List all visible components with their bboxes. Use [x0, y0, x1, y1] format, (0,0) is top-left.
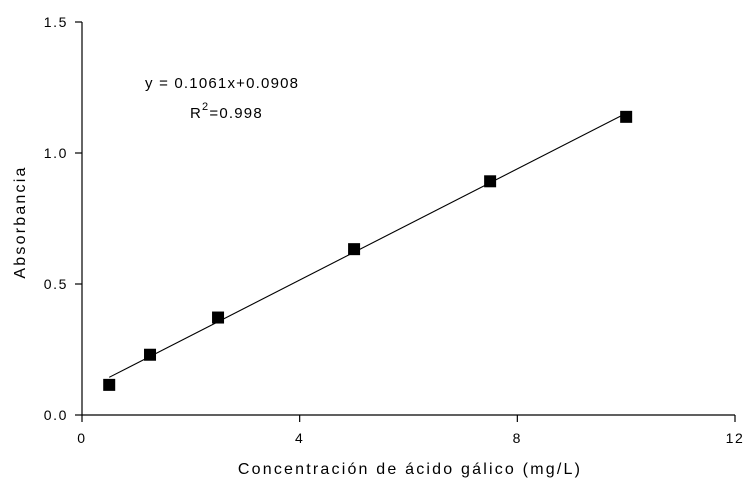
- y-tick-label: 1.0: [44, 145, 68, 161]
- ticks: 0 4 8 12 0.0 0.5 1.0 1.5: [44, 14, 745, 446]
- x-tick-label: 0: [77, 430, 86, 446]
- y-tick-label: 1.5: [44, 14, 68, 30]
- x-tick-label: 4: [295, 430, 304, 446]
- x-tick-label: 12: [726, 430, 745, 446]
- data-point-marker: [103, 378, 116, 391]
- trendline: [108, 112, 627, 378]
- r-squared-label: R2=0.998: [190, 101, 263, 122]
- data-point-marker: [212, 311, 225, 324]
- y-tick-label: 0.5: [44, 276, 68, 292]
- r-squared-value: =0.998: [209, 105, 263, 122]
- data-point-marker: [620, 110, 633, 123]
- x-axis-title: Concentración de ácido gálico (mg/L): [238, 461, 582, 478]
- data-point-marker: [484, 175, 497, 188]
- r-squared-base: R: [190, 105, 202, 122]
- data-points: [103, 110, 633, 391]
- r-squared-exponent: 2: [202, 101, 209, 113]
- x-tick-label: 8: [513, 430, 522, 446]
- equation-label: y = 0.1061x+0.0908: [145, 75, 299, 92]
- data-point-marker: [144, 348, 157, 361]
- trendline-group: [108, 112, 627, 378]
- y-tick-label: 0.0: [44, 407, 68, 423]
- y-axis-title: Absorbancia: [12, 165, 29, 278]
- axes: [81, 22, 735, 416]
- data-point-marker: [348, 243, 361, 256]
